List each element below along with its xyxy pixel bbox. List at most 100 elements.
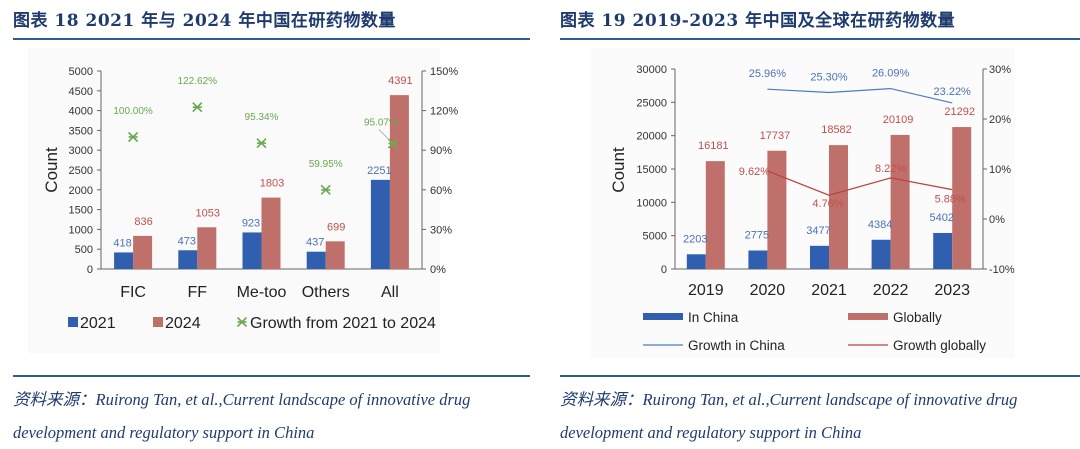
y-tick-label-right: 30% <box>989 64 1011 76</box>
data-label-in-china: 5402 <box>929 212 953 224</box>
y-tick-label-left: 5000 <box>643 231 667 243</box>
source-line-2: development and regulatory support in Ch… <box>13 423 315 442</box>
source-line-1: 资料来源：Ruirong Tan, et al.,Current landsca… <box>13 390 471 409</box>
x-tick-label: FIC <box>120 284 146 301</box>
y-tick-label-right: 120% <box>430 106 458 118</box>
y-axis-title: Count <box>609 147 628 193</box>
y-tick-label-left: 4000 <box>69 106 93 118</box>
y-tick-label-left: 10000 <box>636 197 667 209</box>
bar-2021 <box>178 250 198 269</box>
data-label-2021: 2251 <box>367 165 391 177</box>
chart-drug-pipeline-2019-2023: 0 5000 10000 15000 20000 25000 30000 -10% 0% 10% 2… <box>609 64 1015 353</box>
legend-label-in-china: In China <box>688 310 739 325</box>
data-label-2021: 418 <box>113 237 131 249</box>
x-tick-label: All <box>381 284 399 301</box>
bar-2021 <box>306 251 326 269</box>
y-tick-label-left: 4500 <box>69 86 93 98</box>
y-tick-label-left: 3500 <box>69 125 93 137</box>
growth-marker <box>320 184 331 195</box>
y-tick-label-left: 3000 <box>69 145 93 157</box>
chart-drug-pipeline-2021-2024: 0 500 1000 1500 2000 2500 3000 3500 4000 4500 5000… <box>42 66 458 332</box>
legend-swatch-globally <box>848 313 888 320</box>
growth-label: 122.62% <box>178 76 218 87</box>
y-tick-label-left: 5000 <box>69 66 93 78</box>
data-label-2024: 836 <box>134 216 152 228</box>
bar-globally <box>890 134 910 269</box>
data-label-2024: 699 <box>327 221 345 233</box>
data-label-globally: 20109 <box>883 114 914 126</box>
y-tick-label-right: 0% <box>430 264 446 276</box>
growth-label-in-china: 25.96% <box>749 68 787 80</box>
bar-2024 <box>197 227 217 269</box>
x-tick-label: 2019 <box>688 282 724 299</box>
y-tick-label-left: 15000 <box>636 164 667 176</box>
data-label-in-china: 4384 <box>868 219 892 231</box>
source-divider <box>560 375 1080 377</box>
bar-2024 <box>261 197 281 269</box>
bar-2021 <box>114 252 134 269</box>
bar-2024 <box>325 241 345 269</box>
growth-label: 95.07% <box>364 118 398 129</box>
title-divider <box>560 38 1080 40</box>
growth-label: 100.00% <box>113 106 153 117</box>
figure-19: 图表 19 2019-2023 年中国及全球在研药物数量 0 5000 10000 1… <box>550 0 1080 445</box>
title-divider <box>13 38 530 40</box>
x-tick-label: FF <box>188 284 208 301</box>
x-tick-label: 2022 <box>873 282 909 299</box>
bar-2024 <box>133 235 153 269</box>
bar-2021 <box>370 179 390 269</box>
y-tick-label-left: 25000 <box>636 97 667 109</box>
y-tick-label-right: 0% <box>989 214 1005 226</box>
y-tick-label-left: 0 <box>661 264 667 276</box>
growth-label-in-china: 23.22% <box>934 86 972 98</box>
y-tick-label-right: 30% <box>430 224 452 236</box>
growth-label-globally: 5.88% <box>935 194 966 206</box>
bar-globally <box>767 150 787 269</box>
figure-title: 图表 19 2019-2023 年中国及全球在研药物数量 <box>560 11 956 31</box>
bar-in-china <box>748 250 768 269</box>
y-tick-label-left: 30000 <box>636 64 667 76</box>
bar-in-china <box>810 245 829 269</box>
data-label-in-china: 2775 <box>745 230 769 242</box>
legend-label-growth-in-china: Growth in China <box>688 338 785 353</box>
growth-marker <box>256 138 267 149</box>
y-tick-label-left: 0 <box>87 264 93 276</box>
legend-swatch-2021 <box>68 317 78 327</box>
leader-line <box>378 129 391 141</box>
bar-in-china <box>686 254 706 269</box>
growth-label-globally: 4.76% <box>812 198 843 210</box>
bar-globally <box>829 145 848 269</box>
y-tick-label-left: 2000 <box>69 185 93 197</box>
data-label-globally: 18582 <box>821 124 852 136</box>
x-tick-label: 2021 <box>811 282 847 299</box>
data-label-2021: 473 <box>178 235 196 247</box>
data-label-globally: 21292 <box>944 106 975 118</box>
source-divider <box>13 375 530 377</box>
x-tick-label: Others <box>302 284 350 301</box>
growth-label: 59.95% <box>309 159 343 170</box>
legend-label-globally: Globally <box>893 310 942 325</box>
growth-marker <box>128 131 139 143</box>
source-line-1: 资料来源：Ruirong Tan, et al.,Current landsca… <box>560 390 1018 409</box>
y-tick-label-left: 2500 <box>69 165 93 177</box>
data-label-2024: 1053 <box>196 207 220 219</box>
source-note: 资料来源：Ruirong Tan, et al.,Current landsca… <box>560 383 1080 449</box>
y-tick-label-left: 1500 <box>69 205 93 217</box>
legend-label-2021: 2021 <box>80 315 116 332</box>
y-tick-label-left: 20000 <box>636 131 667 143</box>
legend-swatch-in-china <box>643 313 683 320</box>
y-tick-label-right: 10% <box>989 164 1011 176</box>
bar-2024 <box>389 95 409 270</box>
figure-title: 图表 18 2021 年与 2024 年中国在研药物数量 <box>13 11 396 31</box>
legend-label-growth: Growth from 2021 to 2024 <box>250 315 436 332</box>
data-label-2021: 923 <box>242 217 260 229</box>
y-tick-label-right: 20% <box>989 114 1011 126</box>
y-tick-label-right: 150% <box>430 66 458 78</box>
chart-background <box>590 48 1015 358</box>
line-growth-globally <box>767 170 953 196</box>
growth-marker <box>192 102 203 113</box>
y-tick-label-right: 60% <box>430 185 452 197</box>
x-tick-label: 2020 <box>750 282 786 299</box>
data-label-globally: 16181 <box>698 140 729 152</box>
y-tick-label-right: -10% <box>989 264 1015 276</box>
